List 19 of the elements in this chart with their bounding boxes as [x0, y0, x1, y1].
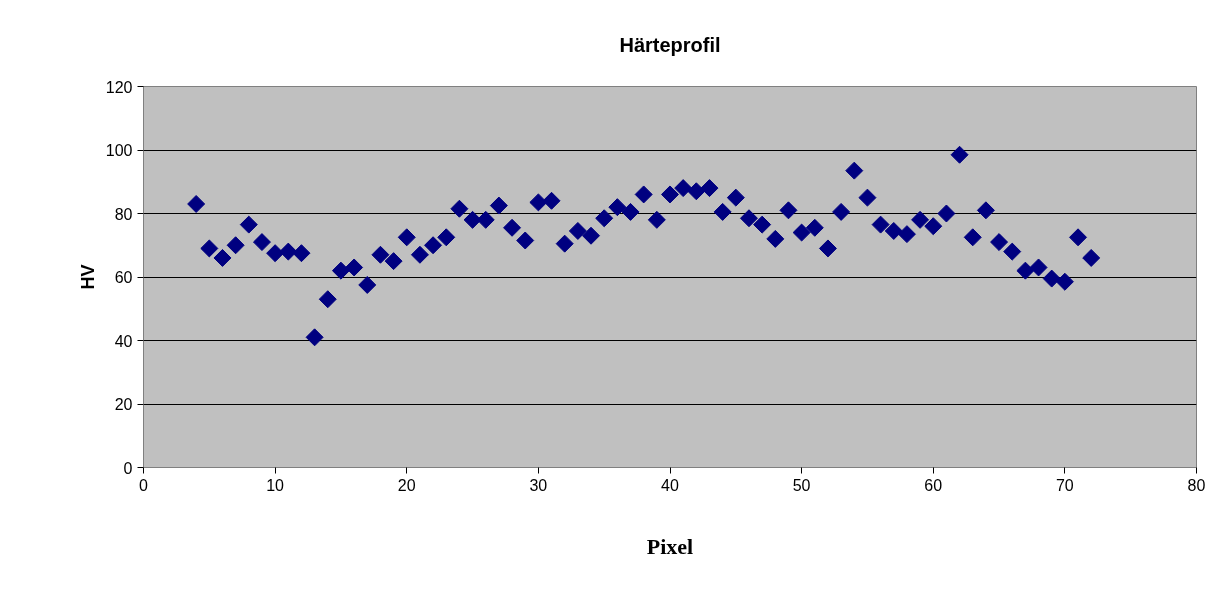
- chart-title: Härteprofil: [619, 33, 721, 56]
- y-tick-label: 80: [114, 205, 133, 223]
- x-tick-label: 70: [1055, 476, 1074, 494]
- y-tick-label: 20: [114, 396, 133, 413]
- x-tick-label: 10: [266, 476, 285, 494]
- x-tick-label: 80: [1187, 476, 1206, 494]
- x-tick-label: 50: [792, 476, 811, 494]
- y-axis-title: HV: [77, 264, 98, 290]
- y-tick-label: 60: [114, 269, 133, 286]
- x-tick-label: 0: [139, 476, 149, 494]
- y-tick-label: 100: [105, 142, 133, 159]
- y-tick-label: 120: [105, 78, 133, 96]
- x-tick-label: 60: [924, 476, 943, 494]
- y-tick-label: 0: [123, 459, 133, 477]
- x-axis-title: Pixel: [646, 533, 694, 559]
- x-tick-label: 40: [661, 476, 679, 494]
- x-tick-label: 20: [397, 476, 416, 494]
- x-tick-label: 30: [529, 476, 548, 494]
- y-tick-label: 40: [114, 332, 133, 350]
